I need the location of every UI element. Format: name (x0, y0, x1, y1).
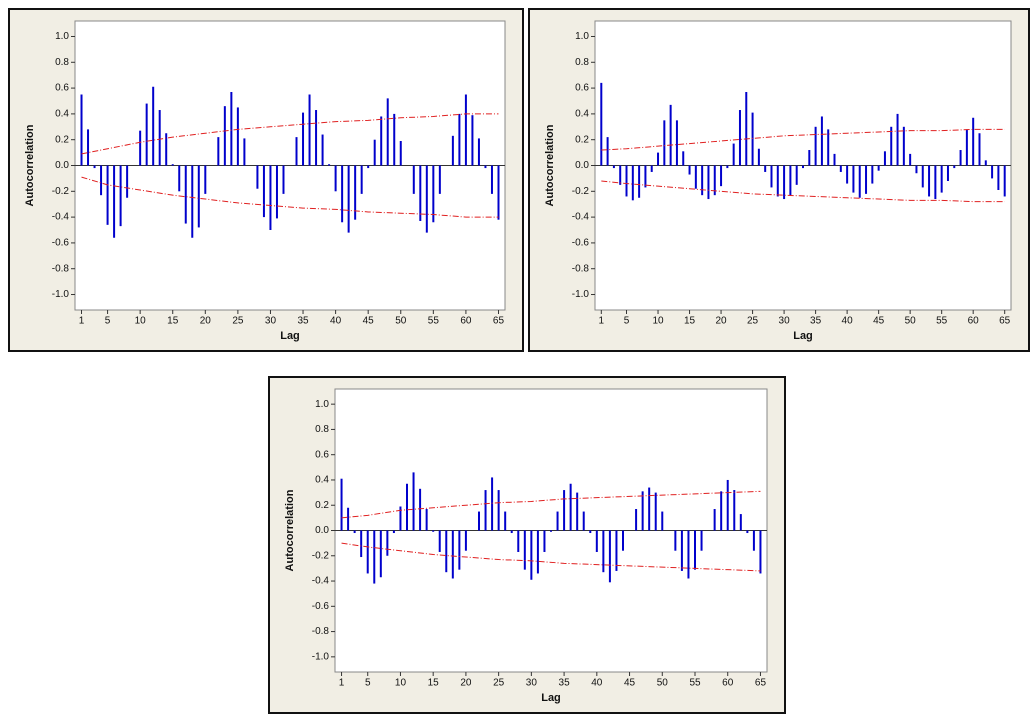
x-tick-label: 20 (200, 316, 212, 327)
x-axis-title: Lag (793, 330, 813, 342)
y-tick-label: 0.8 (55, 57, 69, 68)
x-tick-label: 65 (755, 678, 767, 689)
y-tick-label: -0.8 (312, 626, 330, 637)
x-tick-label: 25 (747, 316, 759, 327)
confidence-limit (601, 128, 1005, 151)
y-tick-label: 1.0 (315, 399, 329, 410)
y-tick-label: -0.2 (52, 186, 70, 197)
y-tick-label: -1.0 (312, 651, 330, 662)
y-tick-label: 0.0 (55, 160, 69, 171)
x-tick-label: 55 (428, 316, 440, 327)
y-tick-label: -0.4 (572, 212, 590, 223)
x-tick-label: 30 (779, 316, 791, 327)
y-tick-label: 0.8 (315, 424, 329, 435)
x-tick-label: 1 (599, 316, 605, 327)
x-tick-label: 35 (810, 316, 822, 327)
x-tick-label: 10 (395, 678, 407, 689)
x-tick-label: 25 (232, 316, 244, 327)
x-tick-label: 65 (999, 316, 1011, 327)
x-tick-label: 10 (652, 316, 664, 327)
y-tick-label: -0.8 (572, 263, 590, 274)
x-tick-label: 20 (715, 316, 727, 327)
x-tick-label: 15 (684, 316, 696, 327)
x-tick-label: 60 (968, 316, 980, 327)
confidence-limit (341, 542, 761, 572)
y-axis-title: Autocorrelation (544, 124, 556, 206)
y-axis-title: Autocorrelation (24, 124, 36, 206)
x-tick-label: 1 (339, 678, 345, 689)
y-axis-title: Autocorrelation (284, 489, 296, 571)
y-tick-label: -0.2 (572, 186, 590, 197)
x-tick-label: 60 (722, 678, 734, 689)
x-tick-label: 40 (591, 678, 603, 689)
acf-chart: 1.00.80.60.40.20.0-0.2-0.4-0.6-0.8-1.01 5… (268, 376, 786, 714)
x-tick-label: 60 (460, 316, 472, 327)
x-tick-label: 50 (905, 316, 917, 327)
y-tick-label: -0.6 (312, 601, 330, 612)
y-tick-label: -0.4 (312, 576, 330, 587)
y-tick-label: 0.0 (315, 525, 329, 536)
x-tick-label: 35 (559, 678, 571, 689)
x-tick-label: 20 (460, 678, 472, 689)
x-tick-label: 55 (689, 678, 701, 689)
x-tick-label: 5 (365, 678, 371, 689)
y-tick-label: -0.6 (572, 238, 590, 249)
y-tick-label: 0.0 (575, 160, 589, 171)
x-axis-title: Lag (280, 330, 300, 342)
x-tick-label: 35 (297, 316, 309, 327)
y-tick-label: -0.2 (312, 550, 330, 561)
y-tick-label: 0.4 (315, 475, 329, 486)
x-tick-label: 65 (493, 316, 505, 327)
x-tick-label: 45 (873, 316, 885, 327)
x-tick-label: 5 (105, 316, 111, 327)
x-tick-label: 45 (363, 316, 375, 327)
x-tick-label: 40 (842, 316, 854, 327)
x-tick-label: 1 (79, 316, 85, 327)
y-tick-label: -0.8 (52, 263, 70, 274)
y-tick-label: -1.0 (52, 289, 70, 300)
x-tick-label: 50 (395, 316, 407, 327)
y-tick-label: -1.0 (572, 289, 590, 300)
y-tick-label: 0.4 (575, 109, 589, 120)
y-tick-label: 0.6 (315, 449, 329, 460)
y-tick-label: 0.8 (575, 57, 589, 68)
y-tick-label: 1.0 (55, 31, 69, 42)
confidence-limit (341, 490, 761, 519)
x-axis-title: Lag (541, 692, 561, 704)
y-tick-label: 1.0 (575, 31, 589, 42)
y-tick-label: 0.2 (315, 500, 329, 511)
y-tick-label: 0.2 (55, 134, 69, 145)
confidence-limit (601, 180, 1005, 203)
x-tick-label: 40 (330, 316, 342, 327)
confidence-limit (81, 176, 499, 218)
acf-chart: 1.00.80.60.40.20.0-0.2-0.4-0.6-0.8-1.01 5… (528, 8, 1030, 352)
y-tick-label: 0.4 (55, 109, 69, 120)
x-tick-label: 55 (936, 316, 948, 327)
y-tick-label: 0.6 (575, 83, 589, 94)
x-tick-label: 15 (167, 316, 179, 327)
x-tick-label: 10 (135, 316, 147, 327)
x-tick-label: 5 (624, 316, 630, 327)
y-tick-label: -0.6 (52, 238, 70, 249)
x-tick-label: 25 (493, 678, 505, 689)
y-tick-label: -0.4 (52, 212, 70, 223)
x-tick-label: 50 (657, 678, 669, 689)
x-tick-label: 30 (526, 678, 538, 689)
x-tick-label: 30 (265, 316, 277, 327)
y-tick-label: 0.2 (575, 134, 589, 145)
x-tick-label: 45 (624, 678, 636, 689)
y-tick-label: 0.6 (55, 83, 69, 94)
x-tick-label: 15 (428, 678, 440, 689)
acf-chart: 1.00.80.60.40.20.0-0.2-0.4-0.6-0.8-1.01 5… (8, 8, 524, 352)
